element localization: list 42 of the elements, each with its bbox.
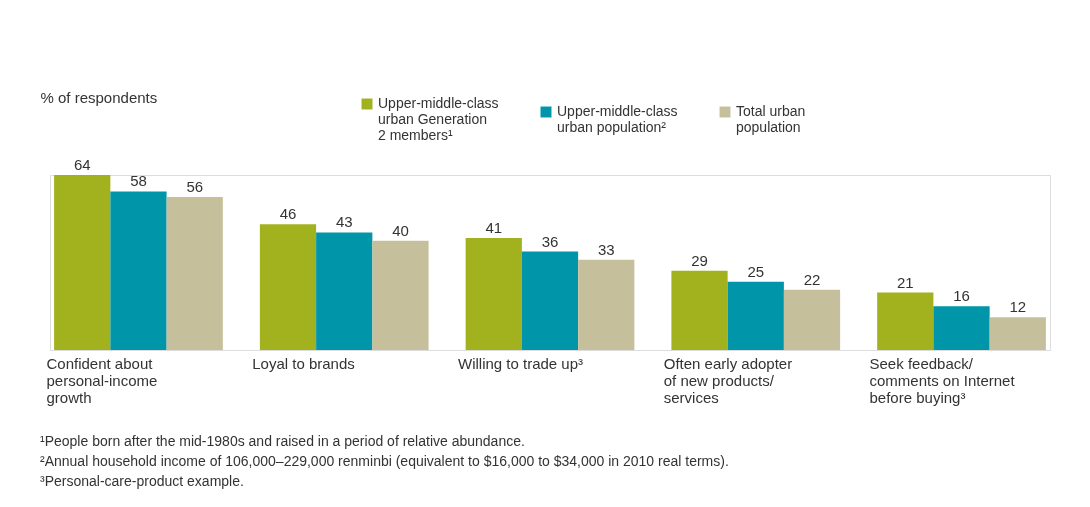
data-label: 40 [392, 221, 409, 239]
x-tick-label: Often early adopter of new products/ services [663, 354, 793, 406]
data-label: 36 [541, 232, 559, 250]
data-label: 16 [953, 287, 970, 305]
data-label: 43 [335, 213, 353, 231]
data-label: 58 [130, 172, 147, 190]
bar [372, 240, 429, 350]
bar [316, 232, 373, 350]
x-tick-label: Seek feedback/ comments on Internet before buying³ [869, 354, 1016, 406]
bar [989, 317, 1046, 350]
data-label: 29 [691, 251, 708, 269]
bar [166, 196, 223, 350]
text: ¹People born after the mid-1980s and raised in a period of relative abundance. [40, 433, 525, 449]
bar [933, 306, 990, 350]
x-tick-label: Confident about personal-income growth [46, 354, 158, 406]
bar [465, 237, 522, 350]
data-label: 33 [597, 240, 615, 258]
x-tick-label: Loyal to brands [252, 354, 355, 372]
y-axis-title: % of respondents [40, 88, 158, 106]
bar [783, 289, 841, 350]
text: ²Annual household income of 106,000–229,000 renminbi (equivalent to $16,000 to $34,000 in 2010 real terms). [40, 453, 729, 469]
data-label: 64 [73, 156, 91, 173]
legend-label: Upper-middle-class urban population² [557, 103, 678, 135]
data-label: 46 [279, 205, 297, 223]
data-label: 12 [1009, 298, 1027, 316]
data-label: 25 [747, 262, 765, 280]
bar [578, 259, 635, 350]
data-label: 56 [186, 177, 204, 195]
x-tick-label: Willing to trade up³ [458, 354, 584, 372]
data-label: 22 [803, 270, 821, 288]
bar [110, 191, 167, 350]
legend-label: Upper-middle-class urban Generation 2 members¹ [378, 95, 499, 143]
bar [521, 251, 579, 350]
data-label: 41 [485, 218, 503, 236]
bar [877, 292, 934, 350]
bar [727, 281, 784, 350]
text: ³Personal-care-product example. [40, 473, 244, 489]
data-label: 21 [896, 273, 914, 291]
legend-label: Total urban population [736, 103, 806, 135]
bar [671, 270, 728, 350]
bar [54, 175, 111, 350]
bar [259, 224, 317, 350]
